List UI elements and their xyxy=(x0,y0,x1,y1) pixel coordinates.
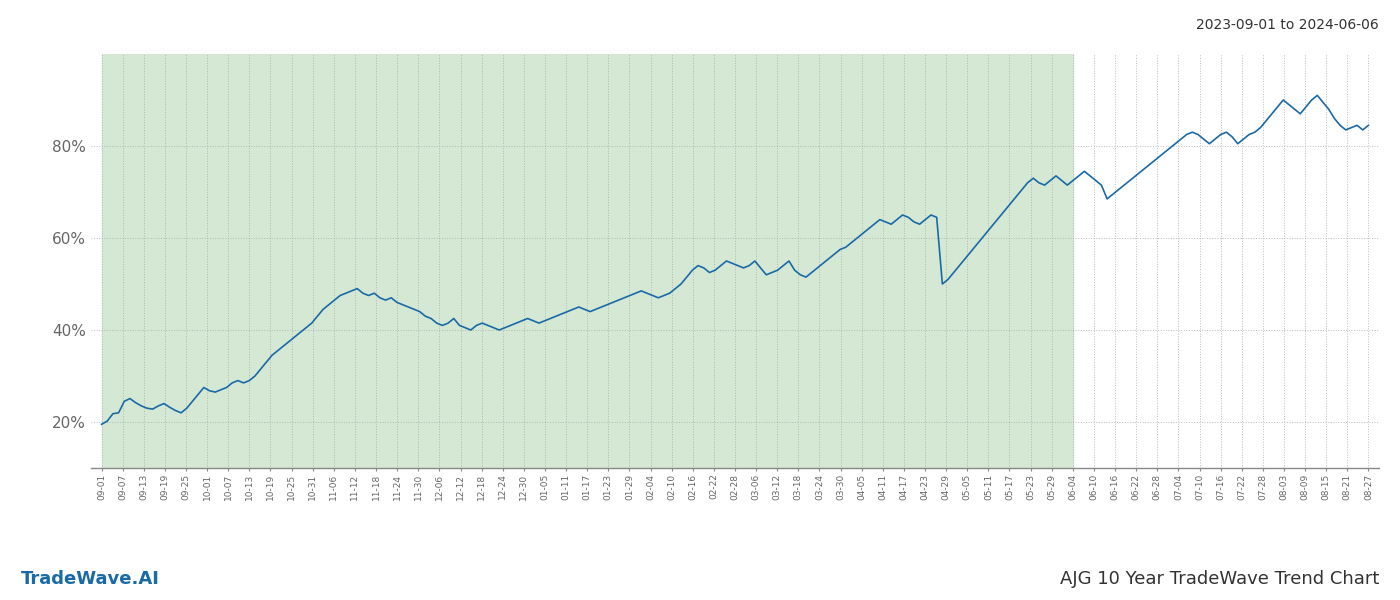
Text: AJG 10 Year TradeWave Trend Chart: AJG 10 Year TradeWave Trend Chart xyxy=(1060,570,1379,588)
Text: 2023-09-01 to 2024-06-06: 2023-09-01 to 2024-06-06 xyxy=(1196,18,1379,32)
Text: TradeWave.AI: TradeWave.AI xyxy=(21,570,160,588)
Bar xyxy=(102,54,1072,468)
